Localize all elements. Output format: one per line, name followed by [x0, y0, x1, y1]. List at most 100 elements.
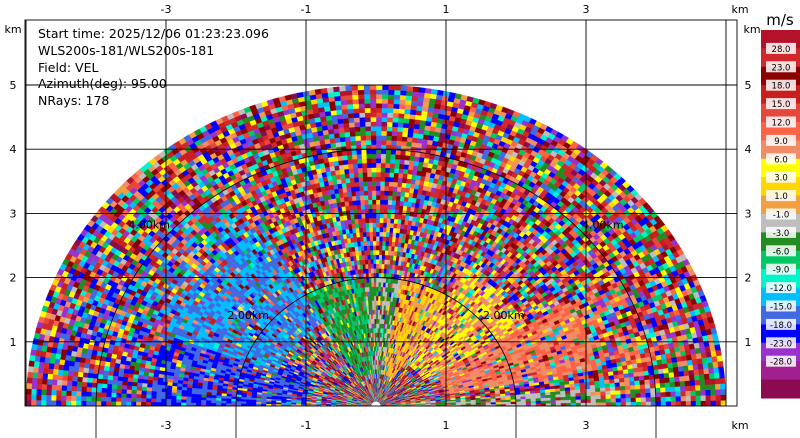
velocity-gate [705, 400, 712, 406]
velocity-gate [670, 391, 677, 397]
velocity-gate [662, 362, 669, 369]
velocity-gate [644, 379, 651, 385]
velocity-gate [685, 400, 692, 406]
velocity-gate [645, 392, 652, 398]
velocity-gate [629, 380, 636, 386]
velocity-gate [657, 368, 665, 375]
velocity-gate [659, 377, 666, 384]
velocity-gate [635, 397, 642, 403]
velocity-gate [609, 386, 616, 392]
velocity-gate [670, 400, 677, 406]
velocity-gate [633, 375, 640, 382]
velocity-gate [619, 381, 626, 387]
velocity-gate [625, 389, 631, 395]
velocity-gate [525, 400, 532, 404]
velocity-gate [595, 394, 602, 400]
velocity-gate [590, 398, 597, 403]
velocity-gate [720, 400, 727, 406]
velocity-gate [638, 375, 645, 381]
velocity-gate [688, 374, 696, 381]
velocity-gate [510, 401, 517, 405]
velocity-gate [702, 362, 709, 369]
velocity-gate [615, 401, 622, 406]
velocity-gate [710, 394, 717, 401]
velocity-gate [715, 394, 722, 401]
velocity-gate [695, 395, 702, 402]
velocity-gate [679, 380, 686, 387]
velocity-gate [675, 390, 682, 397]
velocity-gate [579, 388, 586, 393]
velocity-gate [580, 395, 587, 400]
velocity-gate [714, 383, 721, 390]
velocity-gate [595, 402, 602, 406]
velocity-gate [625, 401, 632, 406]
velocity-gate [699, 384, 706, 391]
velocity-gate [630, 393, 637, 398]
velocity-gate [565, 399, 572, 404]
velocity-gate [495, 401, 502, 405]
velocity-gate [718, 366, 725, 373]
velocity-gate [620, 393, 627, 399]
velocity-gate [545, 397, 552, 401]
velocity-gate [716, 354, 723, 362]
velocity-gate [570, 399, 577, 403]
velocity-gate [655, 396, 662, 402]
velocity-gate [560, 396, 567, 401]
velocity-gate [639, 383, 646, 390]
velocity-gate [699, 379, 706, 386]
velocity-gate [555, 396, 562, 401]
velocity-gate [560, 399, 567, 404]
velocity-gate [663, 372, 670, 379]
velocity-gate [600, 394, 607, 399]
velocity-gate [600, 390, 606, 396]
velocity-gate [590, 391, 596, 396]
velocity-gate [550, 394, 556, 398]
velocity-gate [669, 381, 676, 388]
velocity-gate [615, 397, 622, 403]
velocity-gate [570, 392, 576, 397]
velocity-gate [674, 376, 681, 383]
velocity-gate [634, 380, 641, 386]
velocity-gate [625, 397, 632, 403]
velocity-gate [610, 394, 617, 399]
velocity-gate [614, 381, 621, 387]
velocity-gate [605, 394, 612, 399]
velocity-gate [620, 401, 627, 406]
velocity-gate [575, 399, 582, 404]
velocity-gate [714, 377, 721, 385]
velocity-gate [671, 361, 679, 368]
velocity-gate [684, 375, 691, 382]
velocity-gate [580, 398, 587, 403]
velocity-gate [679, 385, 686, 392]
velocity-gate [530, 400, 537, 404]
velocity-gate [644, 383, 651, 389]
velocity-gate [638, 370, 645, 377]
velocity-gate [654, 382, 661, 389]
velocity-gate [565, 402, 572, 406]
velocity-gate [605, 398, 612, 403]
velocity-gate [678, 370, 685, 377]
velocity-gate [694, 384, 701, 391]
velocity-gate [630, 388, 636, 394]
velocity-gate [590, 395, 597, 400]
velocity-gate [645, 396, 652, 402]
velocity-gate [540, 400, 547, 404]
velocity-gate [719, 383, 726, 390]
velocity-gate [708, 367, 715, 374]
velocity-gate [585, 402, 592, 406]
velocity-gate [525, 398, 532, 402]
velocity-gate [668, 371, 675, 378]
velocity-gate [708, 372, 715, 380]
velocity-gate [610, 390, 616, 395]
velocity-gate [698, 373, 705, 380]
velocity-gate [650, 396, 657, 402]
velocity-gate [682, 365, 689, 372]
velocity-gate [690, 390, 697, 397]
velocity-gate [670, 396, 677, 402]
velocity-gate [686, 359, 694, 366]
velocity-gate [555, 399, 562, 404]
velocity-gate [623, 376, 630, 383]
velocity-gate [704, 384, 711, 391]
velocity-gate [674, 381, 681, 387]
velocity-gate [639, 379, 646, 385]
